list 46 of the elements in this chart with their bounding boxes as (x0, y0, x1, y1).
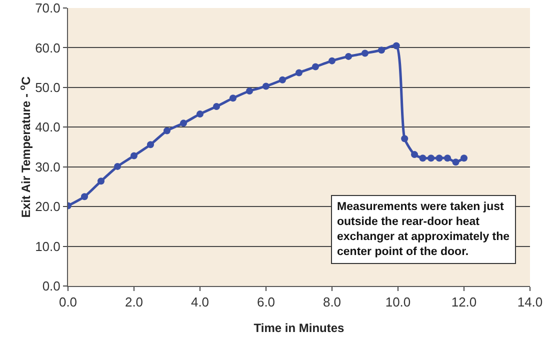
x-tick-label: 8.0 (322, 294, 342, 310)
y-tick-label: 10.0 (35, 238, 60, 254)
point (164, 127, 170, 134)
y-tick-label: 50.0 (35, 80, 60, 95)
x-tick-label: 2.0 (124, 294, 144, 310)
point (392, 42, 400, 50)
point (345, 52, 352, 60)
point (460, 154, 468, 162)
point (411, 151, 418, 158)
point (378, 46, 385, 54)
x-tick-label: 14.0 (517, 294, 543, 310)
x-tick-label: 12.0 (451, 294, 477, 310)
point (328, 57, 336, 64)
y-tick-label: 60.0 (35, 40, 60, 56)
point (279, 76, 286, 84)
point (312, 63, 319, 70)
point (262, 82, 270, 90)
x-axis-title: Time in Minutes (254, 321, 345, 335)
x-tick-label: 6.0 (256, 294, 276, 310)
annotation: Measurements were taken just outside the rear-door heat exchanger at approximately the center point of the door. (337, 201, 510, 258)
point (114, 162, 121, 170)
point (419, 154, 426, 162)
y-tick-label: 20.0 (35, 199, 60, 214)
x-tick-label: 4.0 (190, 294, 210, 310)
point (452, 158, 460, 166)
point (444, 154, 451, 162)
point (230, 94, 236, 102)
point (147, 141, 154, 148)
point (130, 152, 138, 160)
x-tick-label: 0.0 (58, 294, 78, 310)
point (296, 69, 302, 76)
x-tick-label: 10.0 (385, 294, 411, 310)
y-tick-label: 0.0 (42, 278, 60, 294)
y-tick-label: 30.0 (35, 159, 60, 174)
point (436, 154, 443, 162)
point (362, 50, 368, 57)
point (98, 178, 104, 185)
point (81, 193, 88, 200)
point (180, 120, 187, 127)
point (196, 110, 204, 118)
y-tick-label: 70.0 (35, 0, 60, 16)
point (401, 135, 408, 142)
y-tick-label: 40.0 (35, 120, 60, 135)
point (213, 102, 220, 110)
point (246, 88, 253, 94)
point (428, 154, 434, 162)
